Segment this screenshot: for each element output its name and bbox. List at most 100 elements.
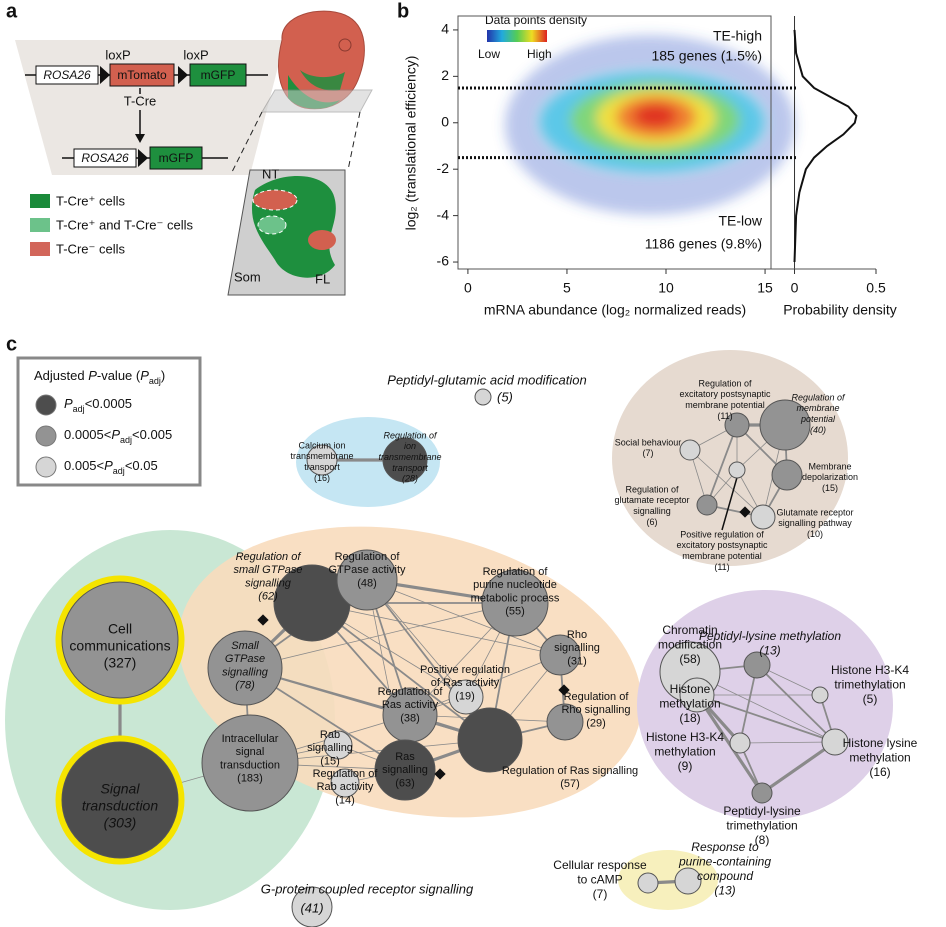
node-label: Regulation of xyxy=(383,430,438,440)
node-label: Calcium ion xyxy=(298,440,345,450)
rosa26-label: ROSA26 xyxy=(81,151,129,165)
y-tick-label: 4 xyxy=(441,21,449,37)
node-count: (13) xyxy=(714,883,735,897)
node-label: Ras xyxy=(395,751,415,763)
node-count: (55) xyxy=(505,606,525,618)
node xyxy=(207,630,283,706)
node xyxy=(750,504,776,530)
node xyxy=(821,728,849,756)
legend-label: 0.0005<Padj<0.005 xyxy=(64,427,172,445)
edge xyxy=(696,694,836,743)
loxp-site xyxy=(138,149,148,167)
x-tick-label: 15 xyxy=(757,280,773,296)
node xyxy=(201,714,299,812)
projection-line xyxy=(231,111,263,173)
colorbar-high: High xyxy=(527,47,552,61)
node-label: Cellular response xyxy=(553,858,647,872)
node-count: (28) xyxy=(402,474,418,484)
y-tick-label: -2 xyxy=(437,160,450,176)
legend-label: T-Cre⁻ cells xyxy=(56,241,125,256)
node-ring xyxy=(55,575,185,705)
legend-swatch xyxy=(30,194,50,208)
node-label: Glutamate receptor xyxy=(776,507,853,517)
rosa26-box xyxy=(35,65,99,85)
mgfp-label: mGFP xyxy=(159,151,194,165)
node xyxy=(306,444,338,476)
loxp-site xyxy=(178,66,188,84)
node-count: (10) xyxy=(807,529,823,539)
loxp-label: loxP xyxy=(183,47,208,62)
node-label: Regulation of xyxy=(236,551,302,563)
node-count: (11) xyxy=(714,562,729,572)
node-count: (5) xyxy=(497,389,513,404)
legend-title-part: -value ( xyxy=(97,368,141,383)
node xyxy=(771,459,803,491)
node-label: Ras activity xyxy=(382,699,439,711)
node-count: (78) xyxy=(235,680,255,692)
node-label: glutamate receptor xyxy=(614,495,689,505)
node-count: (57) xyxy=(560,778,580,790)
legend-subscript: adj xyxy=(73,404,85,414)
density-axis-title: Probability density xyxy=(783,302,897,318)
node xyxy=(61,581,179,699)
mgfp-box xyxy=(149,146,203,170)
node-label: Signal xyxy=(101,781,141,797)
legend-subscript: adj xyxy=(120,435,132,445)
node-label: to cAMP xyxy=(577,873,622,887)
te-low-count: 1186 genes (9.8%) xyxy=(645,236,762,252)
node xyxy=(724,412,750,438)
node xyxy=(674,867,702,895)
node-label: GTPase activity xyxy=(328,564,406,576)
legend-swatch xyxy=(35,425,57,447)
label-bg xyxy=(118,94,162,110)
node-count: (38) xyxy=(400,712,420,724)
node-label: transmembrane xyxy=(290,451,353,461)
node xyxy=(374,739,436,801)
node-label: Regulation of xyxy=(564,691,630,703)
node-count: (7) xyxy=(593,887,608,901)
node-label: Regulation of xyxy=(791,392,846,402)
y-tick-label: 2 xyxy=(441,67,449,83)
node xyxy=(751,782,773,804)
node xyxy=(696,494,718,516)
node-label: Intracellular xyxy=(222,733,279,745)
node xyxy=(679,677,715,713)
node-label: Response to xyxy=(691,840,759,854)
node-label: Small xyxy=(231,640,259,652)
edge xyxy=(756,664,836,743)
node-count: (31) xyxy=(567,655,587,667)
node-label: Regulation of xyxy=(625,484,679,494)
node-label: membrane potential xyxy=(682,551,762,561)
node-label: communications xyxy=(69,638,170,654)
somite xyxy=(257,215,287,235)
node-count: (303) xyxy=(104,814,137,830)
arrow-head xyxy=(135,134,145,143)
node-label: Regulation of xyxy=(313,768,379,780)
y-tick-label: -4 xyxy=(437,206,450,222)
node-label: GTPase xyxy=(225,653,265,665)
mtomato-label: mTomato xyxy=(117,68,167,82)
colorbar-title: Data points density xyxy=(485,13,587,27)
node-count: (48) xyxy=(357,577,377,589)
neural-tube xyxy=(252,189,298,211)
mgfp-box xyxy=(189,63,247,87)
som-label: Som xyxy=(234,269,261,284)
node-count: (62) xyxy=(258,591,278,603)
te-high-count: 185 genes (1.5%) xyxy=(651,48,762,64)
node xyxy=(457,707,523,773)
node-count: (58) xyxy=(679,652,700,666)
node-label: signalling xyxy=(554,642,600,654)
node-count: (9) xyxy=(678,759,693,773)
node-label: Positive regulation of xyxy=(680,529,764,539)
edge xyxy=(689,449,764,518)
node-label: G-protein coupled receptor signalling xyxy=(261,881,474,896)
node-label: Peptidyl-glutamic acid modification xyxy=(387,372,586,387)
legend-lower: 0.005< xyxy=(64,458,104,473)
node-label: Rho signalling xyxy=(561,704,630,716)
mtomato-box xyxy=(109,63,175,87)
legend-symbol: P xyxy=(111,427,120,442)
node-count: (16) xyxy=(869,765,890,779)
node xyxy=(728,461,746,479)
limb-region xyxy=(308,230,336,250)
projection-line xyxy=(347,111,361,171)
